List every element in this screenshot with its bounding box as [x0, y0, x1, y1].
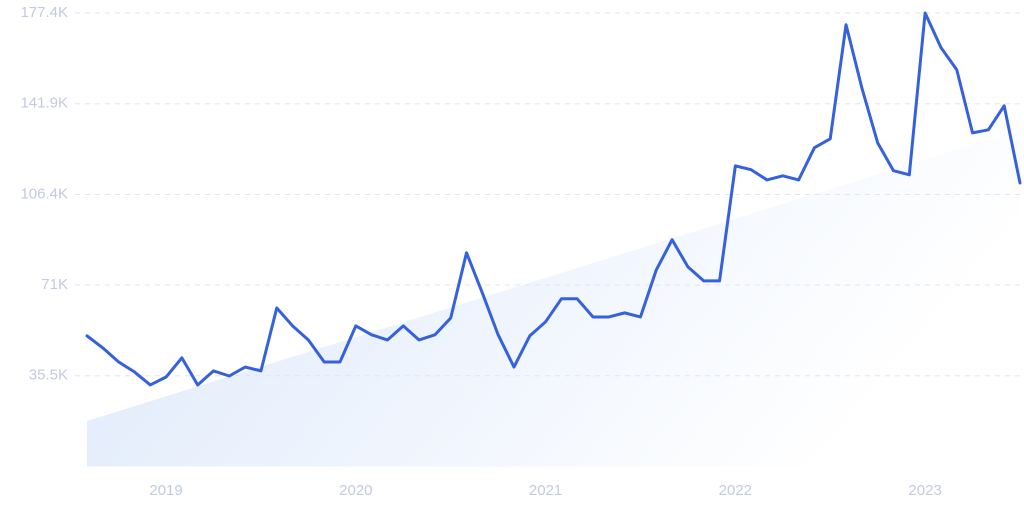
trend-area	[87, 129, 1020, 467]
y-tick-label: 177.4K	[20, 4, 68, 21]
y-tick-label: 35.5K	[29, 367, 68, 384]
x-tick-label: 2020	[339, 482, 372, 499]
y-tick-label: 106.4K	[20, 185, 68, 202]
y-tick-label: 141.9K	[20, 95, 68, 112]
x-tick-label: 2019	[149, 482, 182, 499]
x-tick-label: 2021	[529, 482, 562, 499]
x-tick-label: 2022	[719, 482, 752, 499]
x-tick-label: 2023	[908, 482, 941, 499]
y-tick-label: 71K	[41, 276, 68, 293]
line	[85, 11, 1022, 387]
